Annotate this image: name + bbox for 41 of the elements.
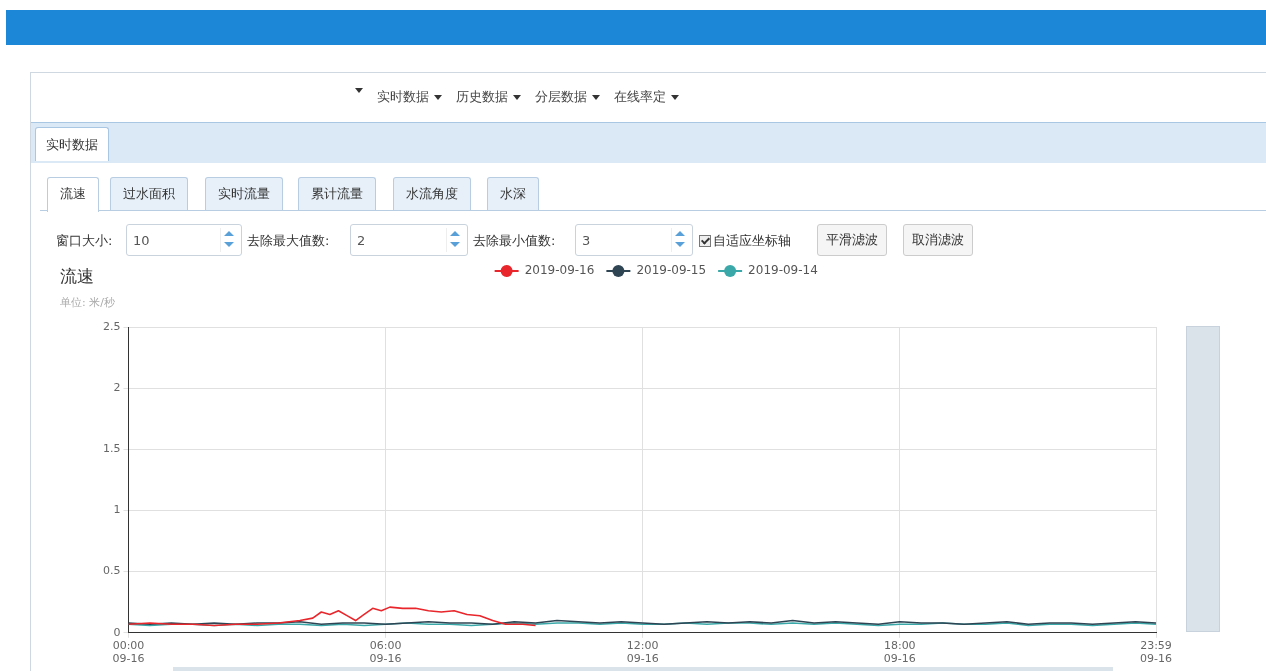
text: 10	[126, 224, 242, 256]
text: 过水面积	[110, 177, 188, 210]
text: 水深	[487, 177, 539, 210]
chart-subtitle: 单位: 米/秒	[60, 295, 115, 310]
text: 历史数据	[456, 89, 508, 104]
y-tick-label: 2	[113, 381, 121, 395]
y-tick-label: 1	[113, 503, 121, 517]
text: 自适应坐标轴	[713, 232, 791, 250]
text: 09-16	[112, 652, 145, 666]
chart-title: 流速	[60, 265, 94, 288]
x-tick-label: 18:00	[883, 639, 916, 653]
y-tick-label: 1.5	[102, 442, 121, 456]
text: 09-16	[1140, 652, 1172, 666]
text: 去除最大值数:	[247, 232, 330, 250]
text: 实时数据	[377, 89, 429, 104]
text: 平滑滤波	[817, 224, 887, 256]
text: 09-16	[369, 652, 402, 666]
y-tick-label: 2.5	[102, 319, 121, 333]
text: 在线率定	[614, 89, 666, 104]
text: 取消滤波	[903, 224, 973, 256]
text: 09-16	[626, 652, 659, 666]
text: 实时流量	[205, 177, 283, 210]
text: 去除最小值数:	[473, 232, 556, 250]
text: 水流角度	[393, 177, 471, 210]
text: 09-16	[883, 652, 916, 666]
x-tick-label: 00:00	[112, 639, 145, 653]
y-tick-label: 0.5	[102, 564, 121, 578]
text: 窗口大小:	[56, 232, 113, 250]
legend-label: 2019-09-15	[636, 263, 707, 278]
x-tick-label: 23:59	[1140, 639, 1172, 653]
y-tick-label: 0	[113, 625, 121, 639]
text: 2	[350, 224, 468, 256]
legend-label: 2019-09-16	[524, 263, 595, 278]
text: 流速	[47, 177, 99, 212]
text: 3	[575, 224, 693, 256]
x-tick-label: 12:00	[626, 639, 659, 653]
text: 分层数据	[535, 89, 587, 104]
text: 累计流量	[298, 177, 376, 210]
text: 实时数据	[35, 127, 109, 161]
legend-label: 2019-09-14	[748, 263, 818, 278]
x-tick-label: 06:00	[369, 639, 402, 653]
